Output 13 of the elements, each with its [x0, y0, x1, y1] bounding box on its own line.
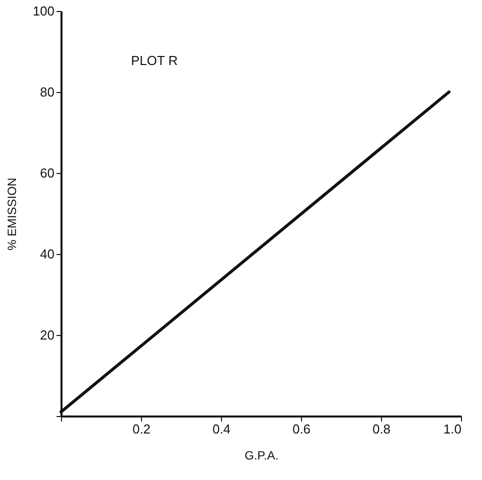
x-tick-label: 0.6 [292, 422, 311, 436]
x-tick-label: 1.0 [443, 422, 462, 436]
y-tick-label: 100 [32, 4, 54, 18]
annotation: PLOT R [131, 53, 178, 68]
y-axis-title: % EMISSION [4, 178, 19, 250]
y-tick-label: 40 [40, 246, 54, 262]
x-axis-title: G.P.A. [244, 448, 278, 462]
y-tick-label: 80 [40, 84, 54, 100]
x-tick-label: 0.4 [212, 422, 231, 436]
x-tick-label: 0.2 [132, 422, 151, 436]
y-tick-label: 20 [40, 328, 54, 342]
x-tick-label: 0.8 [372, 422, 391, 436]
y-tick-label: 60 [40, 166, 54, 180]
